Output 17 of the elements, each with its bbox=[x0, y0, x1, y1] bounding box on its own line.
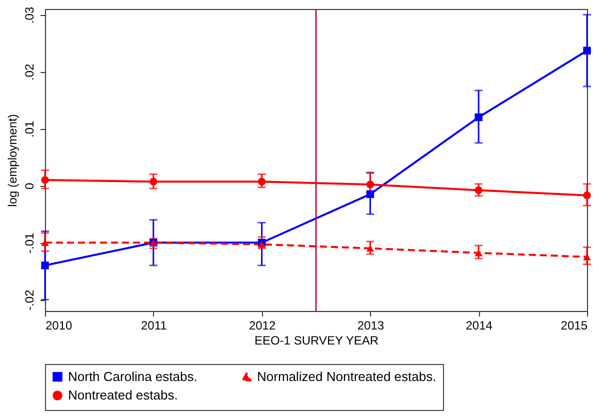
y-tick-label: -.02 bbox=[22, 289, 36, 310]
legend-label: Nontreated estabs. bbox=[68, 388, 178, 402]
x-axis-title: EEO-1 SURVEY YEAR bbox=[254, 334, 379, 348]
x-tick-label: 2014 bbox=[466, 318, 493, 332]
x-tick-label: 2010 bbox=[46, 318, 73, 332]
x-tick-label: 2013 bbox=[357, 318, 384, 332]
legend-label: Normalized Nontreated estabs. bbox=[257, 369, 436, 384]
y-tick-label: .03 bbox=[22, 6, 36, 24]
y-axis-title: log (employment) bbox=[6, 114, 20, 207]
y-tick-label: .02 bbox=[22, 64, 36, 81]
y-tick-label: .01 bbox=[22, 120, 36, 138]
x-tick-label: 2011 bbox=[140, 318, 168, 332]
x-tick-label: 2012 bbox=[248, 318, 276, 332]
y-tick-label: 0 bbox=[22, 182, 36, 190]
y-tick-label: -.01 bbox=[22, 232, 36, 254]
x-tick-label: 2015 bbox=[560, 318, 588, 332]
legend-label: North Carolina estabs. bbox=[68, 368, 198, 384]
